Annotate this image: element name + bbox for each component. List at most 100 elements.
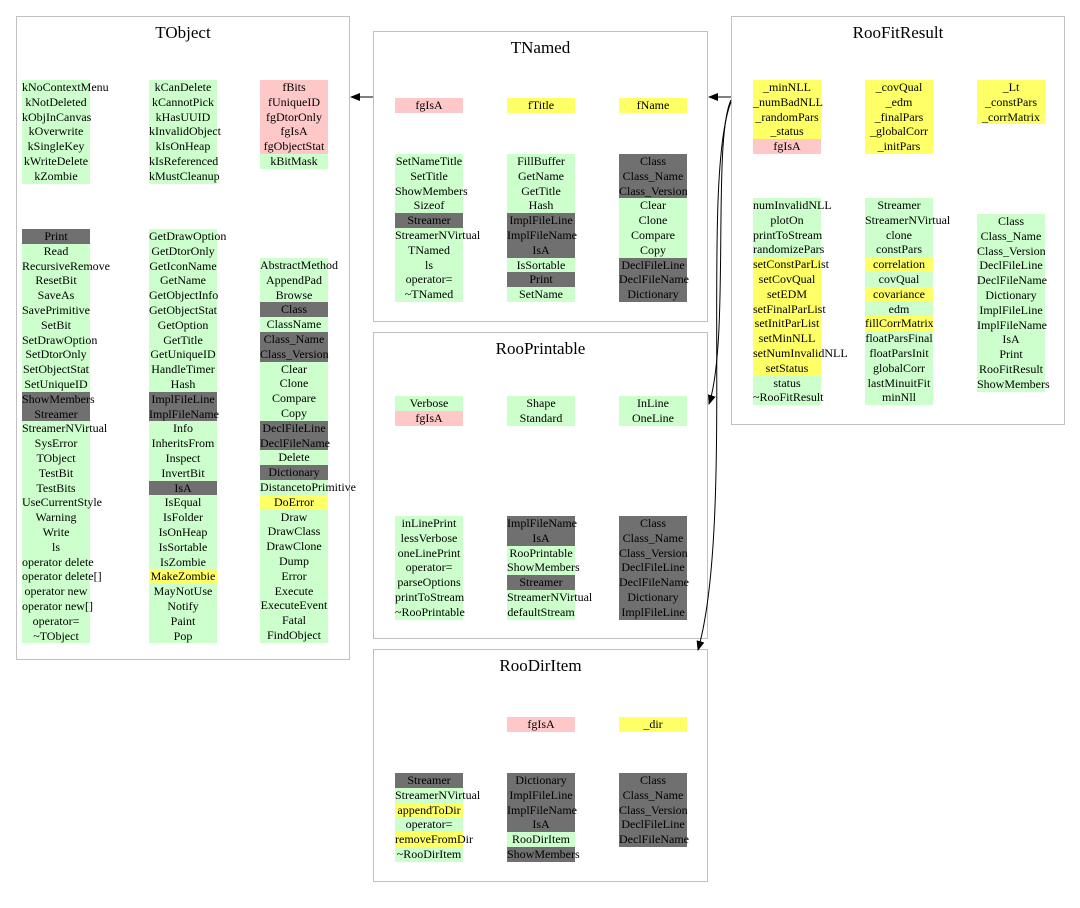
roodiritem-col3-top: _dir [607,717,703,732]
member-tobject-col3_bottom-24: Fatal [260,613,328,628]
tnamed-col1-top: fgIsA [383,98,479,113]
member-roodiritem-col3_bottom-2: Class_Version [619,802,688,818]
member-tobject-col1_bottom-0: Print [22,229,90,244]
member-tobject-col1_bottom-13: StreamerNVirtual [22,421,108,437]
member-roofitresult-col2_top-4: _initPars [865,139,933,154]
member-rooprintable-col1_bottom-2: oneLinePrint [395,545,463,561]
roofitresult-col1-top: _minNLL _numBadNLL _randomPars _status fgIsA [741,80,837,154]
roodiritem-title: RooDirItem [499,656,582,675]
member-roofitresult-col2_top-2: _finalPars [865,109,933,125]
roodiritem-col3-bottom: Class Class_Name Class_Version DeclFileLine… [607,773,703,847]
roofitresult-title: RooFitResult [852,23,944,42]
member-tnamed-col1_bottom-0: SetNameTitle [395,154,463,169]
member-roofitresult-col1_bottom-2: printToStream [753,227,823,243]
member-roofitresult-col3_bottom-1: Class_Name [977,228,1045,244]
member-tobject-col3_bottom-2: Browse [260,287,328,303]
member-roofitresult-col2_top-1: _edm [865,94,933,110]
roofitresult-box: RooFitResult _minNLL _numBadNLL _randomPar… [731,16,1065,425]
member-rooprintable-col2_top-0: Shape [507,396,575,411]
member-roodiritem-col2_bottom-4: RooDirItem [507,832,575,847]
member-tobject-col1_bottom-15: TObject [22,450,90,466]
member-roodiritem-col2_bottom-2: ImplFileName [507,802,577,818]
member-roodiritem-col1_bottom-5: ~RooDirItem [395,846,463,862]
member-tobject-col2_bottom-5: GetObjectStat [149,302,217,318]
member-roofitresult-col3_top-0: _Lt [977,80,1045,95]
rooprintable-title: RooPrintable [495,339,586,358]
member-roodiritem-col2_bottom-5: ShowMembers [507,846,580,862]
member-tobject-col2_bottom-4: GetObjectInfo [149,288,219,303]
member-tobject-col2_bottom-13: Info [149,421,217,437]
member-tobject-col2_bottom-0: GetDrawOption [149,229,227,244]
roofitresult-col3-top: _Lt _constPars _corrMatrix [965,80,1061,125]
member-tobject-col2_bottom-25: Notify [149,598,217,614]
tobject-col2-top: kCanDelete kCannotPick kHasUUID kInvalidObj… [137,80,233,184]
member-tobject-col3_bottom-4: ClassName [260,317,328,332]
member-tobject-col2_top-6: kMustCleanup [149,168,220,184]
member-roofitresult-col3_top-2: _corrMatrix [977,109,1045,125]
member-tobject-col2_top-3: kInvalidObject [149,124,221,140]
roodiritem-col2-top: fgIsA [495,717,591,732]
member-tobject-col1_bottom-4: SaveAs [22,288,90,303]
member-tobject-col2_bottom-6: GetOption [149,317,217,333]
member-tobject-col2_bottom-21: IsSortable [149,539,217,555]
member-roodiritem-col3_bottom-0: Class [619,773,687,788]
member-tobject-col2_bottom-23: MakeZombie [149,569,217,585]
member-rooprintable-col2_bottom-0: ImplFileName [507,516,577,531]
member-roodiritem-col1_bottom-3: operator= [395,817,463,833]
member-roofitresult-col2_bottom-9: floatParsFinal [865,331,933,346]
member-tobject-col3_bottom-6: Class_Version [260,346,329,362]
tobject-col3-top: fBits fUniqueID fgDtorOnly fgIsA fgObjectSta… [248,80,344,169]
roofitresult-col1-bottom: numInvalidNLL plotOn printToStream randomiz… [741,198,848,406]
member-tnamed-col1_bottom-6: TNamed [395,242,463,258]
member-tobject-col2_top-0: kCanDelete [149,80,217,95]
member-tobject-col1_bottom-24: operator new [22,584,90,599]
member-tobject-col3_bottom-3: Class [260,302,328,318]
member-rooprintable-col1_bottom-5: printToStream [395,589,465,605]
member-tobject-col3_top-4: fgObjectStat [260,139,328,154]
member-tobject-col2_bottom-24: MayNotUse [149,584,217,599]
member-tnamed-col2_bottom-9: SetName [507,287,575,302]
member-tobject-col1_bottom-11: ShowMembers [22,391,95,407]
member-roofitresult-col3_bottom-8: IsA [977,332,1045,348]
member-roofitresult-col3_bottom-3: DeclFileLine [977,258,1045,274]
member-roofitresult-col2_bottom-2: clone [865,227,933,243]
member-roofitresult-col1_bottom-10: setNumInvalidNLL [753,345,848,361]
member-tnamed-col1_top-0: fgIsA [395,98,463,113]
member-roodiritem-col2_bottom-0: Dictionary [507,773,575,788]
member-tobject-col1_bottom-18: UseCurrentStyle [22,495,102,511]
member-roofitresult-col1_bottom-4: setConstParList [753,257,830,272]
member-tobject-col2_bottom-12: ImplFileName [149,406,219,422]
member-tobject-col1_bottom-22: operator delete [22,554,94,570]
member-tobject-col2_bottom-20: IsOnHeap [149,524,217,540]
member-tobject-col3_bottom-8: Clone [260,376,328,392]
member-tnamed-col3_bottom-0: Class [619,154,687,169]
roodiritem-col2-bottom: Dictionary ImplFileLine ImplFileName IsA Roo… [495,773,591,862]
member-tobject-col3_bottom-19: DrawClone [260,539,328,554]
member-tobject-col2_top-1: kCannotPick [149,94,217,110]
member-tnamed-col1_bottom-4: Streamer [395,213,463,228]
member-roofitresult-col1_bottom-5: setCovQual [753,271,821,287]
tobject-col3-bottom: AbstractMethod AppendPad Browse Class ClassN… [248,258,356,643]
tnamed-box: TNamed fgIsA fTitle fName SetNameTitle Se… [373,31,708,322]
member-tnamed-col1_bottom-7: ls [395,257,463,273]
member-tobject-col2_top-5: kIsReferenced [149,153,219,169]
member-tobject-col1_bottom-9: SetObjectStat [22,362,90,377]
member-rooprintable-col1_bottom-4: parseOptions [395,575,463,590]
member-tobject-col1_bottom-17: TestBits [22,480,90,496]
member-roofitresult-col3_bottom-6: ImplFileLine [977,302,1045,318]
member-tobject-col3_top-3: fgIsA [260,124,328,140]
member-tobject-col2_bottom-18: IsEqual [149,495,217,511]
member-tobject-col2_bottom-1: GetDtorOnly [149,243,217,259]
member-tnamed-col3_top-0: fName [619,98,687,113]
tnamed-col3-bottom: Class Class_Name Class_Version Clear Clone Co… [607,154,703,302]
member-roofitresult-col2_bottom-10: floatParsInit [865,345,933,361]
member-tobject-col3_bottom-12: DeclFileName [260,435,330,451]
member-roodiritem-col3_bottom-4: DeclFileName [619,832,689,847]
member-rooprintable-col2_bottom-5: StreamerNVirtual [507,589,593,605]
member-tnamed-col2_bottom-2: GetTitle [507,183,575,199]
member-roofitresult-col3_bottom-0: Class [977,214,1045,229]
member-tobject-col1_bottom-23: operator delete[] [22,569,102,585]
member-tobject-col3_bottom-18: DrawClass [260,524,328,540]
member-roofitresult-col2_bottom-11: globalCorr [865,360,933,376]
member-roodiritem-col3_bottom-1: Class_Name [619,787,687,803]
